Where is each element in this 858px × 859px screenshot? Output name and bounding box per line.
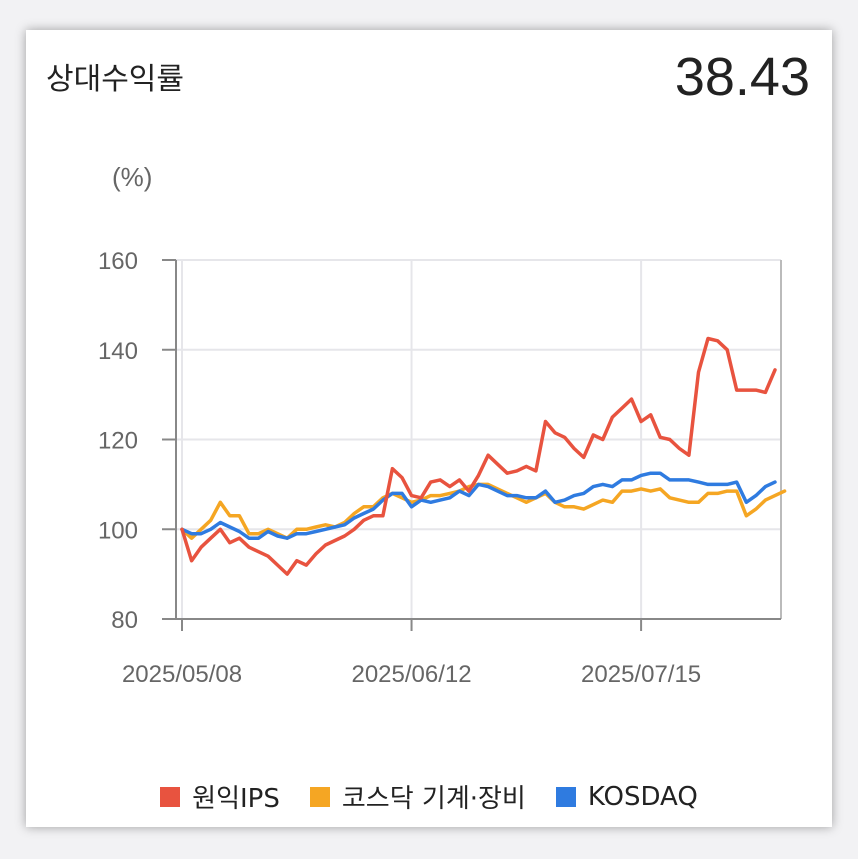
relative-return-value: 38.43: [674, 47, 810, 107]
relative-return-card: 상대수익률 38.43 (%) 160 140 120 100 80 2025/05/08…: [26, 30, 832, 827]
card-title: 상대수익률: [46, 62, 184, 97]
y-axis-unit-label: (%): [112, 162, 153, 192]
y-tick-label: 120: [98, 428, 138, 455]
x-tick-label: 2025/06/12: [351, 661, 471, 688]
legend-swatch-wonik-ips: [160, 786, 181, 807]
legend-label-wonik-ips: 원익IPS: [192, 784, 280, 814]
series-line-wonik-ips: [180, 336, 777, 576]
legend-item-kosdaq[interactable]: KOSDAQ: [555, 781, 698, 812]
chart-legend: 원익IPS 코스닥 기계·장비 KOSDAQ: [26, 778, 832, 815]
legend-label-kosdaq-machine: 코스닥 기계·장비: [341, 784, 526, 814]
y-tick-label: 140: [98, 338, 138, 365]
x-tick-label: 2025/05/08: [122, 661, 242, 688]
y-tick-label: 100: [98, 517, 138, 544]
legend-item-kosdaq-machine[interactable]: 코스닥 기계·장비: [309, 778, 526, 815]
x-tick-label: 2025/07/15: [581, 661, 701, 688]
y-tick-label: 80: [111, 607, 138, 634]
y-tick-label: 160: [98, 248, 138, 275]
legend-item-wonik-ips[interactable]: 원익IPS: [160, 778, 280, 815]
relative-return-line-chart: 160 140 120 100 80 2025/05/08 2025/06/12 2025/0…: [98, 248, 787, 688]
legend-label-kosdaq: KOSDAQ: [587, 781, 698, 812]
legend-swatch-kosdaq-machine: [309, 786, 330, 807]
legend-swatch-kosdaq: [555, 786, 576, 807]
series-line-kosdaq: [180, 471, 777, 540]
